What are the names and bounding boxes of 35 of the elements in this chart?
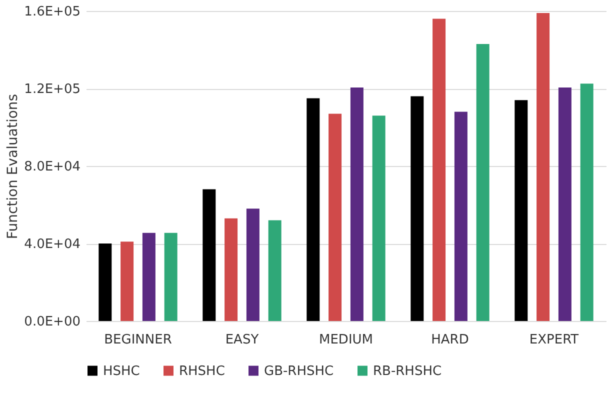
y-axis-title: Function Evaluations bbox=[5, 94, 22, 240]
x-tick-label: EXPERT bbox=[529, 332, 579, 348]
bar bbox=[454, 112, 468, 321]
bar bbox=[558, 88, 572, 321]
y-tick-label: 0.0E+00 bbox=[24, 314, 80, 330]
bar bbox=[224, 218, 238, 321]
bar bbox=[246, 208, 260, 321]
legend-label: RB-RHSHC bbox=[373, 364, 442, 379]
bar bbox=[514, 100, 528, 321]
y-tick-label: 1.6E+05 bbox=[24, 4, 80, 20]
legend-label: HSHC bbox=[103, 364, 140, 379]
legend-label: RHSHC bbox=[179, 364, 225, 379]
bar bbox=[328, 114, 342, 321]
bar bbox=[432, 18, 446, 321]
x-tick-label: HARD bbox=[431, 332, 469, 348]
bar bbox=[410, 96, 424, 321]
bar bbox=[372, 116, 386, 321]
bar bbox=[580, 84, 594, 321]
bar bbox=[536, 12, 550, 321]
bar bbox=[306, 98, 320, 321]
y-tick-label: 8.0E+04 bbox=[24, 160, 80, 174]
x-tick-label: EASY bbox=[225, 332, 259, 348]
y-tick-label: 1.2E+05 bbox=[24, 82, 80, 97]
bar bbox=[120, 242, 134, 321]
x-tick-label: BEGINNER bbox=[104, 332, 172, 348]
bar bbox=[98, 244, 112, 321]
bar bbox=[350, 88, 364, 321]
x-tick-label: MEDIUM bbox=[318, 332, 374, 348]
legend-label: GB-RHSHC bbox=[264, 364, 334, 379]
bar bbox=[142, 232, 156, 321]
bar bbox=[268, 220, 282, 321]
bar bbox=[476, 44, 490, 321]
bar bbox=[164, 232, 178, 321]
bar bbox=[202, 189, 216, 321]
y-tick-label: 4.0E+04 bbox=[24, 237, 80, 252]
